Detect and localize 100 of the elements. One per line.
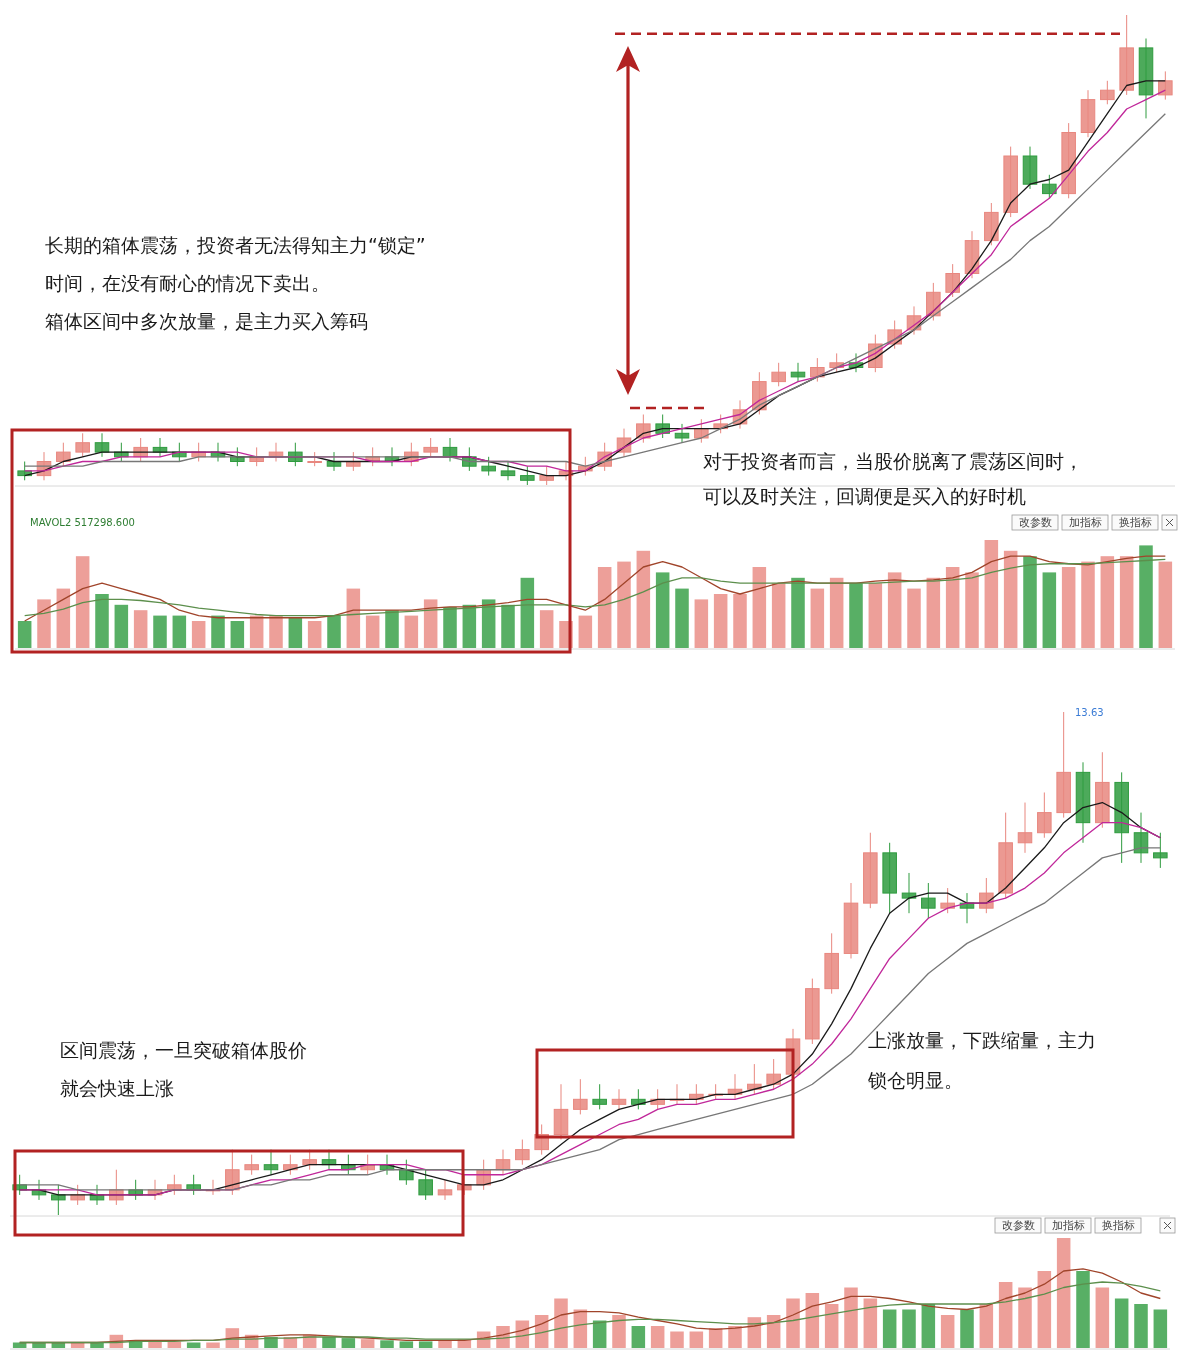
- bar: [307, 621, 322, 648]
- bar: [520, 577, 535, 648]
- bar: [211, 615, 225, 648]
- bar: [733, 594, 747, 648]
- candlestick: [51, 1184, 66, 1216]
- bar: [863, 1298, 878, 1348]
- candlestick: [1037, 791, 1052, 839]
- bar: [399, 1341, 414, 1348]
- candlestick: [418, 1169, 433, 1201]
- bar: [791, 577, 805, 648]
- candlestick: [945, 263, 960, 298]
- bar: [1095, 1287, 1110, 1348]
- text: 换指标: [1118, 516, 1152, 529]
- bar: [940, 1315, 955, 1348]
- bar: [694, 599, 709, 648]
- bar: [380, 1340, 394, 1348]
- bar: [786, 1298, 800, 1348]
- candlestick: [437, 1179, 453, 1201]
- bar: [423, 599, 438, 648]
- bar: [675, 588, 689, 648]
- bar: [902, 1309, 916, 1348]
- candlestick: [230, 446, 245, 467]
- candlestick: [500, 461, 516, 481]
- bar: [114, 604, 129, 648]
- bar: [1100, 556, 1115, 648]
- bar: [824, 1304, 839, 1348]
- bar: [385, 610, 399, 648]
- bar: [95, 594, 109, 648]
- bar: [713, 594, 728, 648]
- bar: [17, 621, 32, 648]
- bar: [1158, 561, 1173, 648]
- bar: [1037, 1271, 1052, 1348]
- candlestick: [423, 437, 438, 458]
- bar: [37, 599, 51, 648]
- bar: [631, 1326, 646, 1348]
- text: 改参数: [1018, 516, 1052, 529]
- bar: [636, 550, 651, 648]
- bar: [907, 588, 921, 648]
- candlestick: [539, 465, 554, 486]
- bar: [360, 1339, 375, 1348]
- bar: [249, 615, 264, 648]
- candlestick: [288, 442, 303, 467]
- bar: [322, 1337, 336, 1348]
- bar: [612, 1315, 626, 1348]
- candlestick: [766, 1058, 781, 1090]
- candlestick: [901, 872, 917, 914]
- bar: [554, 1298, 568, 1348]
- bar: [191, 621, 206, 648]
- bar: [689, 1331, 704, 1348]
- bar: [887, 572, 902, 648]
- bar: [617, 561, 631, 648]
- candlestick: [1133, 812, 1149, 864]
- bar: [1119, 556, 1134, 648]
- candlestick: [1158, 70, 1173, 101]
- bar: [288, 617, 303, 648]
- bar: [75, 556, 90, 648]
- text: MAVOL2 517298.600: [30, 517, 135, 528]
- bar: [1056, 1238, 1071, 1348]
- bar: [829, 577, 844, 648]
- bar: [481, 599, 496, 648]
- bar: [998, 1282, 1013, 1348]
- bar: [1023, 556, 1037, 648]
- bar: [984, 540, 999, 648]
- bar: [1061, 567, 1076, 648]
- bar: [945, 567, 960, 648]
- bar: [752, 567, 767, 648]
- candlestick: [1017, 802, 1033, 854]
- bar: [1081, 561, 1095, 648]
- bar: [1042, 572, 1057, 648]
- bar: [1139, 545, 1153, 648]
- bar: [578, 615, 593, 648]
- candlestick: [1100, 80, 1115, 105]
- candlestick: [790, 362, 806, 383]
- bar: [501, 604, 515, 648]
- bar: [1134, 1304, 1148, 1348]
- candlestick: [921, 882, 936, 919]
- bar: [341, 1338, 356, 1348]
- annotation: 长期的箱体震荡，投资者无法得知主力“锁定”: [45, 234, 426, 256]
- bar: [979, 1304, 994, 1348]
- candlestick: [611, 1088, 627, 1110]
- bar: [965, 572, 979, 648]
- bar: [346, 588, 361, 648]
- bar: [728, 1326, 742, 1348]
- bar: [539, 610, 554, 648]
- bar: [655, 572, 670, 648]
- annotation: 就会快速上涨: [60, 1077, 174, 1099]
- candlestick: [674, 423, 690, 444]
- bar: [926, 577, 941, 648]
- candlestick: [515, 1139, 530, 1166]
- annotation: 箱体区间中多次放量，是主力买入筹码: [45, 310, 368, 332]
- bar: [1003, 550, 1018, 648]
- bar: [1018, 1287, 1032, 1348]
- text: 加指标: [1068, 516, 1102, 529]
- bar: [206, 1342, 220, 1348]
- text: 换指标: [1101, 1219, 1135, 1232]
- bar: [269, 615, 283, 648]
- bar: [56, 588, 71, 648]
- bar: [844, 1287, 858, 1348]
- bar: [230, 621, 245, 648]
- candlestick: [1042, 174, 1057, 199]
